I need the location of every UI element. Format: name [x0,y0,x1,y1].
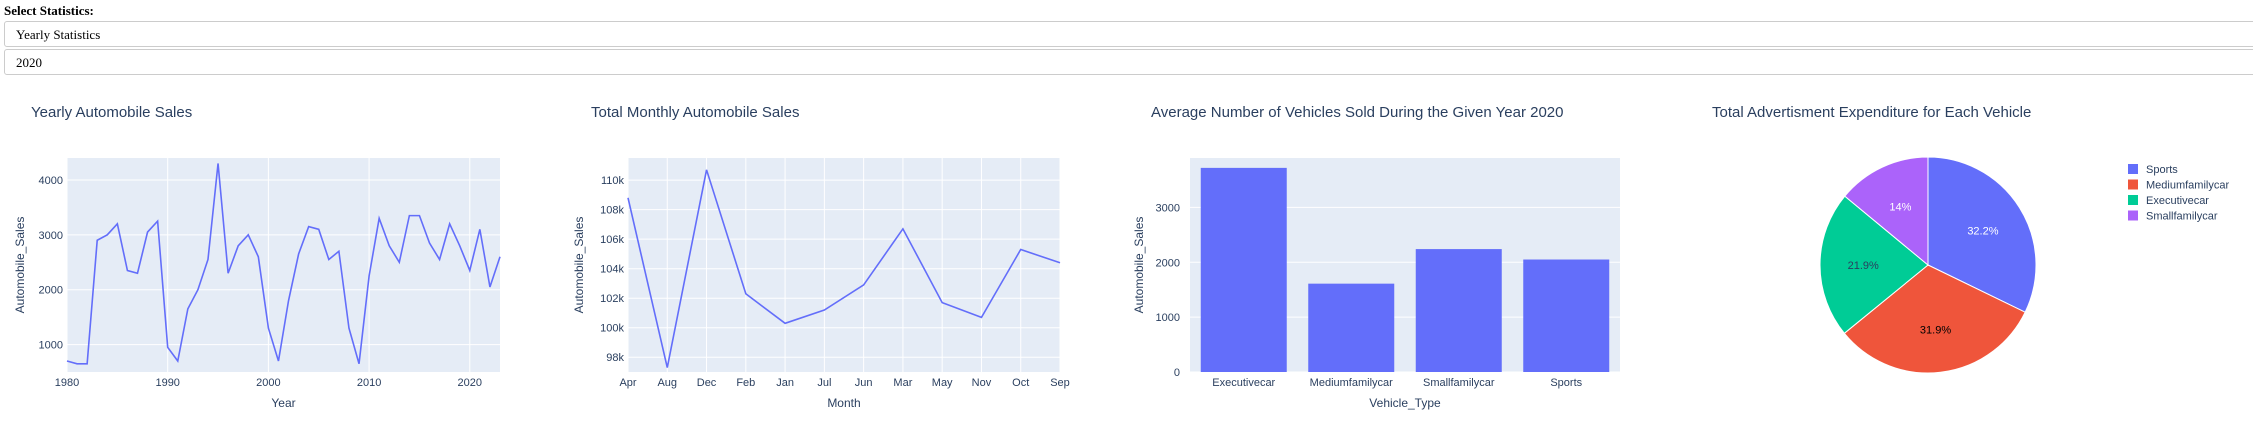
x-tick-label: Dec [697,377,717,389]
y-tick-label: 2000 [1156,257,1180,269]
y-tick-label: 1000 [1156,312,1180,324]
legend-label: Executivecar [2146,195,2209,207]
y-tick-label: 108k [600,205,624,217]
y-tick-label: 102k [600,293,624,305]
pie-slice [1927,156,2037,313]
x-tick-label: Smallfamilycar [1423,377,1495,389]
pie-slice [1819,195,1929,335]
legend-label: Mediumfamilycar [2146,180,2229,192]
y-tick-label: 3000 [39,230,63,242]
chart-title: Total Advertisment Expenditure for Each … [1712,104,2031,121]
x-tick-label: Apr [619,377,636,389]
chart-title: Average Number of Vehicles Sold During t… [1151,104,1564,121]
legend-swatch [2128,164,2138,174]
ad-expenditure-pie-chart: Total Advertisment Expenditure for Each … [1712,104,2229,374]
yearly-sales-chart: Yearly Automobile Sales 1980 1990 2000 2010 2… [13,104,501,410]
pie-value-label: 14% [1889,201,1911,213]
pie-value-label: 21.9% [1848,260,1879,272]
pie-value-label: 32.2% [1967,226,1998,238]
yearly-sales-line [66,163,501,365]
y-tick-label: 1000 [39,340,63,352]
y-tick-label: 2000 [39,285,63,297]
x-tick-label: Jul [817,377,831,389]
legend-swatch [2128,210,2138,221]
legend-swatch [2128,195,2138,205]
y-tick-label: 106k [600,234,624,246]
legend-label: Sports [2146,164,2178,176]
statistics-dropdown-value: Yearly Statistics [16,27,101,42]
x-tick-label: 1990 [155,377,179,389]
y-axis-title: Automobile_Sales [13,217,27,314]
x-tick-label: Sep [1050,377,1070,389]
statistics-dropdown[interactable]: Yearly Statistics [4,21,2253,47]
x-tick-label: Executivecar [1212,377,1275,389]
y-tick-label: 110k [601,175,625,187]
legend-label: Smallfamilycar [2146,211,2218,223]
x-tick-label: Oct [1012,377,1029,389]
y-tick-label: 0 [1174,367,1180,379]
x-tick-label: 2020 [458,377,482,389]
x-tick-label: 1980 [55,377,79,389]
monthly-sales-line [627,169,1061,368]
y-tick-label: 104k [600,264,624,276]
y-axis-title: Automobile_Sales [572,217,586,314]
x-axis-title: Year [271,396,295,410]
year-dropdown-value: 2020 [16,55,42,70]
x-tick-label: Feb [736,377,755,389]
monthly-sales-chart: Total Monthly Automobile Sales Apr Aug Dec F… [572,104,1070,410]
x-tick-label: Aug [657,377,677,389]
x-tick-label: Mar [893,377,912,389]
plot-area [67,158,500,372]
chart-title: Total Monthly Automobile Sales [591,104,799,121]
x-axis-title: Vehicle_Type [1369,396,1441,410]
pie-slice [1844,156,1929,267]
y-tick-label: 100k [600,323,624,335]
vehicle-type-bar-chart: Average Number of Vehicles Sold During t… [1132,104,1620,410]
bar [1415,249,1502,372]
bar [1523,259,1610,372]
x-tick-label: Sports [1550,377,1582,389]
chart-title: Yearly Automobile Sales [31,104,192,121]
x-tick-label: Jan [776,377,794,389]
bar [1200,167,1287,372]
x-tick-label: May [932,377,953,389]
y-tick-label: 4000 [39,175,63,187]
y-tick-label: 3000 [1156,202,1180,214]
legend-swatch [2128,179,2138,190]
x-tick-label: Nov [972,377,992,389]
plot-area [628,158,1060,372]
y-tick-label: 98k [606,352,624,364]
y-axis-title: Automobile_Sales [1132,217,1146,314]
year-dropdown[interactable]: 2020 [4,49,2253,75]
pie-slice [1843,264,2026,374]
x-tick-label: Jun [855,377,873,389]
x-axis-title: Month [827,396,860,410]
bar [1308,283,1395,372]
x-tick-label: 2010 [357,377,381,389]
x-tick-label: 2000 [256,377,280,389]
x-tick-label: Mediumfamilycar [1310,377,1393,389]
select-statistics-label: Select Statistics: [4,3,94,18]
pie-value-label: 31.9% [1920,324,1951,336]
